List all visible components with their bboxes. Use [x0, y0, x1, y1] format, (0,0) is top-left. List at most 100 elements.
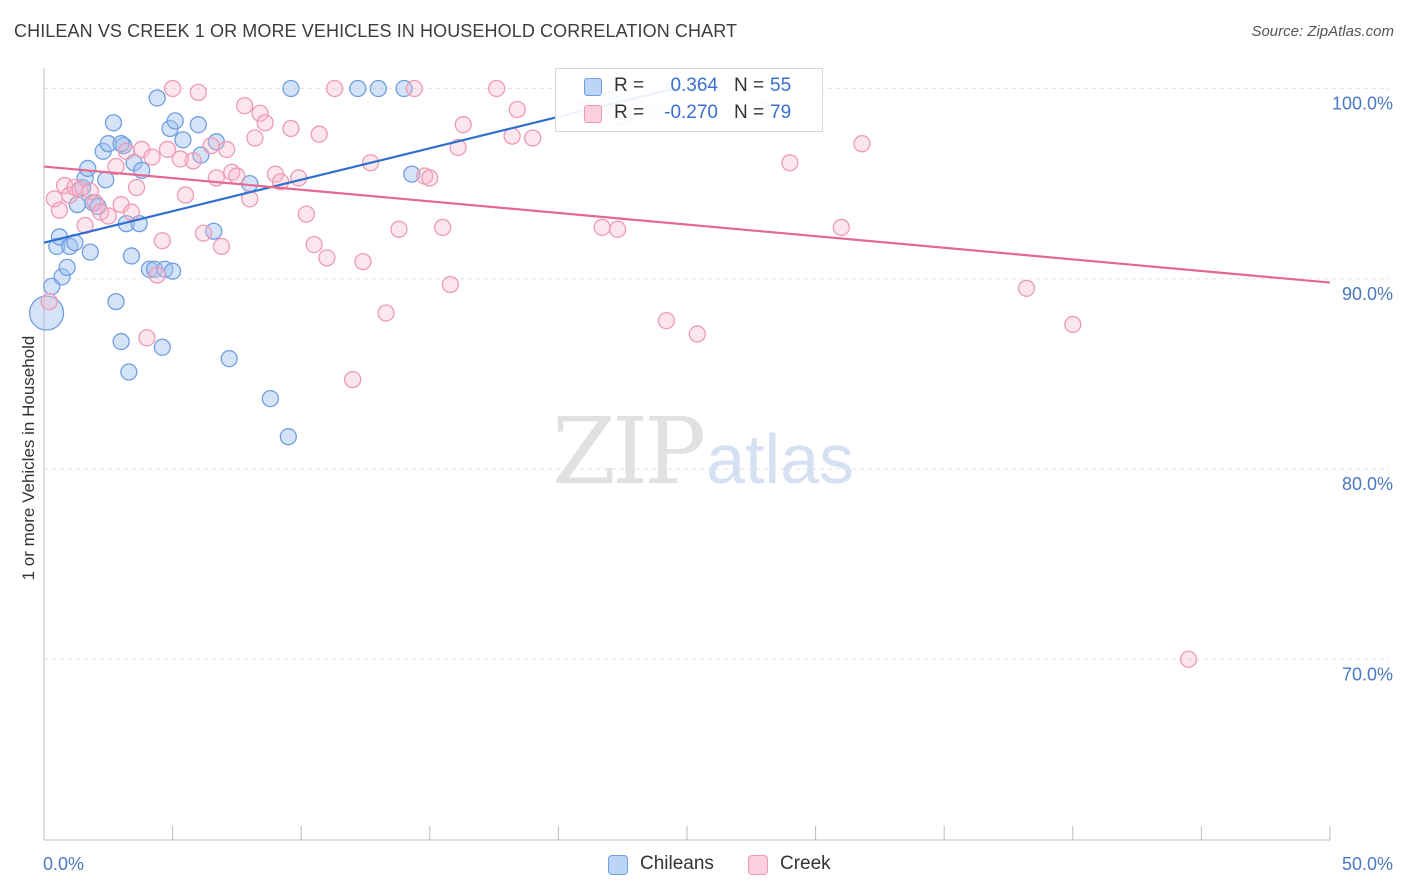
- chileans-point: [153, 338, 171, 356]
- stats-r-value: 0.364: [670, 75, 718, 96]
- y-tick-label: 70.0%: [1342, 664, 1393, 684]
- legend-swatch-chileans: [608, 855, 628, 875]
- creek-point: [508, 100, 526, 119]
- creek-point: [194, 224, 213, 242]
- creek-point: [343, 370, 362, 389]
- creek-point: [449, 138, 467, 157]
- creek-point: [171, 150, 189, 168]
- creek-point: [421, 169, 439, 187]
- chileans-point: [166, 112, 184, 130]
- creek-point: [593, 218, 611, 237]
- chileans-point: [120, 363, 138, 381]
- creek-point: [184, 152, 202, 170]
- creek-point: [235, 97, 254, 115]
- creek-point: [1017, 279, 1036, 297]
- chileans-point: [403, 165, 421, 183]
- creek-point: [246, 129, 264, 147]
- creek-point: [297, 205, 315, 223]
- creek-point: [143, 148, 161, 166]
- y-tick-label: 80.0%: [1342, 474, 1393, 494]
- creek-point: [853, 135, 871, 153]
- creek-point: [354, 253, 372, 271]
- chart-legend: Chileans Creek: [0, 852, 1406, 878]
- chileans-point: [148, 89, 166, 107]
- chileans-point: [122, 247, 141, 265]
- creek-point: [325, 79, 344, 98]
- creek-point: [212, 237, 231, 256]
- creek-point: [158, 140, 177, 159]
- stats-swatch-chileans: [584, 78, 602, 96]
- chileans-point: [53, 268, 71, 286]
- creek-point: [99, 207, 117, 225]
- stats-n-label: N =: [734, 75, 765, 96]
- creek-point: [50, 201, 69, 219]
- creek-point: [40, 292, 58, 311]
- legend-swatch-creek: [748, 855, 768, 875]
- chileans-point: [369, 79, 388, 98]
- creek-point: [117, 142, 135, 160]
- chileans-point: [81, 243, 99, 261]
- creek-trend-line: [43, 165, 1331, 284]
- creek-point: [1179, 650, 1198, 668]
- creek-point: [441, 275, 460, 294]
- creek-point: [318, 249, 336, 267]
- creek-point: [153, 232, 171, 250]
- creek-point: [202, 136, 220, 155]
- creek-point: [127, 178, 146, 197]
- stats-r-label: R =: [614, 102, 645, 123]
- source-label: Source: ZipAtlas.com: [1251, 23, 1394, 40]
- stats-n-value: 55: [770, 75, 792, 96]
- creek-point: [310, 125, 328, 143]
- stats-row-creek: R = -0.270 N = 79: [556, 100, 822, 128]
- creek-point: [251, 104, 269, 122]
- stats-r-label: R =: [614, 75, 645, 96]
- stats-r-value: -0.270: [664, 102, 718, 123]
- creek-point: [163, 79, 182, 98]
- chileans-point: [163, 262, 182, 280]
- legend-label: Chileans: [640, 853, 714, 874]
- chileans-point: [28, 295, 65, 331]
- creek-point: [454, 116, 472, 134]
- creek-point: [405, 79, 424, 98]
- creek-point: [282, 119, 300, 138]
- stats-box: R = 0.364 N = 55 R = -0.270 N = 79: [555, 68, 823, 132]
- creek-point: [228, 167, 246, 185]
- creek-point: [832, 218, 850, 237]
- y-tick-label: 100.0%: [1332, 94, 1393, 114]
- chileans-point: [279, 428, 297, 446]
- creek-point: [138, 329, 156, 347]
- creek-point: [189, 83, 207, 101]
- chileans-point: [79, 159, 97, 178]
- creek-point: [781, 154, 799, 172]
- legend-label: Creek: [780, 853, 831, 874]
- chileans-point: [58, 258, 76, 277]
- chart-title: CHILEAN VS CREEK 1 OR MORE VEHICLES IN H…: [14, 21, 738, 41]
- x-tick-label: 0.0%: [43, 854, 84, 874]
- chileans-point: [349, 79, 367, 98]
- chileans-point: [220, 350, 238, 368]
- creek-point: [148, 266, 166, 284]
- creek-point: [176, 186, 195, 204]
- creek-point: [107, 157, 125, 176]
- chileans-point: [282, 79, 300, 98]
- creek-point: [1064, 315, 1082, 334]
- x-tick-label: 50.0%: [1342, 854, 1393, 874]
- creek-point: [434, 218, 452, 237]
- chileans-point: [104, 114, 123, 132]
- y-tick-label: 90.0%: [1342, 284, 1393, 304]
- creek-point: [657, 311, 676, 330]
- chileans-point: [107, 292, 125, 311]
- creek-point: [688, 325, 706, 343]
- chileans-point: [97, 171, 115, 189]
- chileans-point: [174, 131, 192, 149]
- creek-point: [390, 220, 408, 238]
- chileans-point: [112, 332, 130, 351]
- creek-point: [86, 194, 105, 212]
- stats-row-chileans: R = 0.364 N = 55: [556, 73, 822, 101]
- creek-point: [608, 220, 627, 238]
- creek-point: [241, 190, 259, 208]
- creek-point: [488, 79, 506, 98]
- stats-n-value: 79: [770, 102, 792, 123]
- chileans-point: [189, 116, 207, 134]
